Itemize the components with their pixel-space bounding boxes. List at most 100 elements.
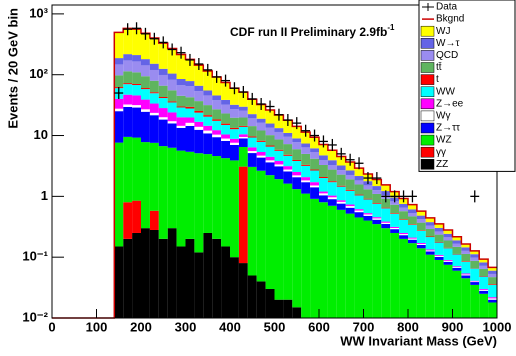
histogram-segment: [203, 71, 213, 91]
histogram-segment: [310, 187, 319, 199]
histogram-segment: [238, 134, 248, 137]
legend-swatch: [420, 86, 435, 97]
histogram-segment: [114, 75, 124, 88]
histogram-segment: [132, 72, 141, 84]
histogram-segment: [203, 232, 213, 318]
histogram-segment: [265, 135, 275, 146]
histogram-segment: [470, 284, 480, 318]
histogram-segment: [247, 151, 257, 154]
histogram-segment: [141, 88, 150, 90]
legend-label: tt̄: [436, 61, 442, 73]
histogram-segment: [167, 90, 177, 102]
histogram-segment: [221, 82, 230, 100]
histogram-segment: [452, 266, 462, 267]
histogram-segment: [247, 99, 257, 115]
histogram-segment: [141, 33, 150, 60]
histogram-segment: [265, 288, 275, 318]
histogram-segment: [354, 168, 364, 177]
histogram-segment: [416, 243, 426, 245]
histogram-segment: [479, 290, 489, 294]
histogram-segment: [408, 213, 417, 217]
histogram-segment: [292, 171, 302, 176]
histogram-segment: [247, 147, 257, 152]
histogram-segment: [479, 276, 489, 277]
histogram-segment: [123, 71, 133, 84]
histogram-segment: [230, 109, 239, 118]
histogram-segment: [372, 193, 382, 204]
histogram-segment: [141, 89, 150, 100]
legend-swatch: [420, 146, 435, 158]
histogram-segment: [363, 198, 373, 200]
histogram-segment: [203, 90, 213, 96]
histogram-segment: [416, 211, 426, 216]
histogram-segment: [319, 202, 328, 318]
histogram-segment: [247, 118, 257, 127]
histogram-segment: [319, 160, 328, 165]
histogram-segment: [408, 237, 417, 239]
histogram-segment: [212, 100, 222, 110]
histogram-segment: [381, 222, 391, 225]
histogram-segment: [114, 142, 124, 247]
histogram-segment: [149, 80, 159, 93]
histogram-segment: [390, 213, 400, 214]
histogram-segment: [149, 103, 159, 113]
histogram-segment: [354, 217, 364, 318]
histogram-segment: [461, 243, 471, 248]
histogram-segment: [479, 276, 489, 289]
histogram-segment: [185, 125, 195, 152]
histogram-segment: [185, 238, 195, 318]
y-tick-label: 10²: [29, 66, 48, 81]
histogram-segment: [470, 282, 480, 285]
histogram-segment: [319, 195, 328, 203]
histogram-segment: [283, 183, 293, 300]
histogram-segment: [327, 181, 337, 183]
histogram-segment: [132, 105, 141, 108]
histogram-segment: [176, 85, 186, 96]
histogram-segment: [238, 106, 248, 111]
histogram-segment: [488, 297, 497, 299]
histogram-segment: [470, 254, 480, 258]
histogram-segment: [203, 154, 213, 233]
histogram-segment: [461, 261, 471, 274]
histogram-segment: [488, 299, 497, 303]
histogram-segment: [345, 206, 355, 208]
histogram-segment: [238, 138, 248, 147]
histogram-segment: [141, 59, 150, 66]
histogram-segment: [203, 125, 213, 131]
histogram-segment: [185, 97, 195, 107]
histogram-segment: [185, 106, 195, 109]
histogram-segment: [167, 73, 177, 80]
histogram-segment: [123, 106, 133, 137]
histogram-segment: [292, 159, 302, 161]
histogram-segment: [381, 224, 391, 229]
histogram-segment: [461, 253, 471, 262]
histogram-segment: [443, 260, 453, 262]
histogram-segment: [149, 112, 159, 116]
histogram-segment: [381, 184, 391, 192]
histogram-segment: [488, 284, 497, 285]
histogram-segment: [114, 111, 124, 143]
histogram-segment: [372, 217, 382, 219]
histogram-segment: [176, 150, 186, 247]
histogram-segment: [167, 123, 177, 148]
histogram-segment: [336, 174, 346, 186]
histogram-segment: [212, 119, 222, 121]
histogram-segment: [221, 246, 230, 318]
histogram-segment: [265, 160, 275, 163]
histogram-segment: [194, 121, 204, 127]
histogram-segment: [408, 224, 417, 238]
histogram-segment: [319, 155, 328, 161]
x-tick-label: 1000: [483, 319, 512, 334]
legend-label: WW: [436, 86, 455, 97]
histogram-segment: [301, 182, 311, 194]
histogram-segment: [247, 136, 257, 138]
histogram-segment: [212, 95, 222, 101]
histogram-segment: [292, 177, 302, 190]
histogram-segment: [167, 102, 177, 113]
histogram-segment: [327, 150, 337, 161]
histogram-segment: [149, 229, 159, 318]
legend-label: ZZ: [436, 159, 448, 170]
histogram-segment: [247, 166, 257, 276]
histogram-segment: [167, 112, 177, 122]
histogram-segment: [203, 116, 213, 126]
